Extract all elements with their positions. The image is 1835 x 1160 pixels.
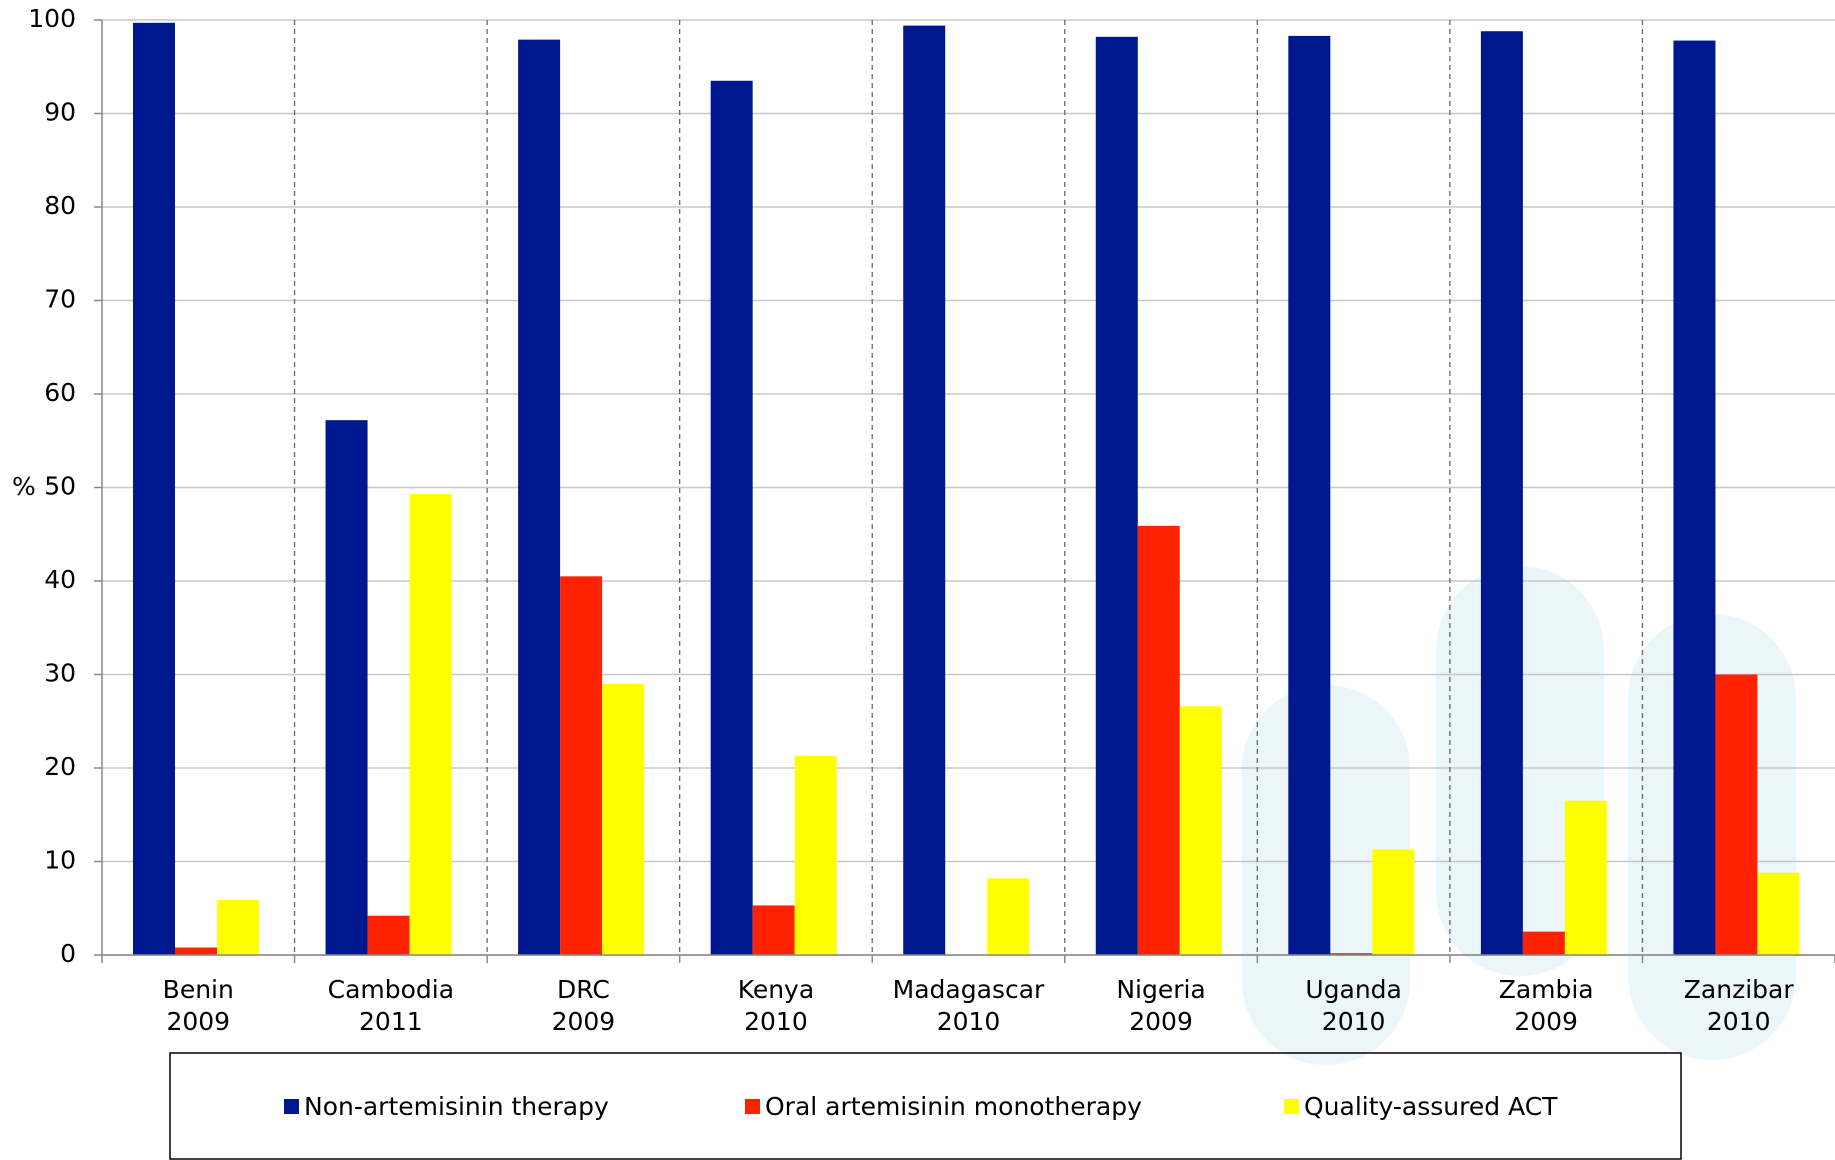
y-tick-label: 90 — [44, 98, 76, 127]
x-tick-label: Benin 2009 — [162, 975, 234, 1036]
bar — [518, 39, 561, 955]
bar — [175, 947, 217, 955]
bar — [903, 25, 946, 956]
bar — [1522, 931, 1565, 955]
x-tick-label: Nigeria 2009 — [1116, 975, 1206, 1036]
bar — [602, 683, 645, 955]
y-tick-label: 0 — [60, 939, 76, 968]
bar — [217, 899, 259, 955]
y-tick-label: 70 — [44, 285, 76, 314]
legend-box — [169, 1052, 1682, 1160]
legend-swatch — [745, 1099, 760, 1114]
bar — [325, 420, 368, 955]
legend-label: Oral artemisinin monotherapy — [765, 1092, 1142, 1121]
legend-label: Quality-assured ACT — [1304, 1092, 1558, 1121]
bar — [1757, 872, 1800, 955]
y-tick-label: 80 — [44, 191, 76, 220]
legend-label: Non-artemisinin therapy — [304, 1092, 609, 1121]
bar — [133, 22, 175, 956]
legend-swatch — [1284, 1099, 1299, 1114]
bar — [1564, 800, 1607, 955]
legend-swatch — [284, 1099, 299, 1114]
bar — [1137, 525, 1180, 955]
y-tick-label: 100 — [28, 4, 76, 33]
bar — [794, 755, 837, 955]
bar — [1330, 953, 1373, 955]
x-tick-label: Cambodia 2011 — [327, 975, 455, 1036]
x-tick-label: Kenya 2010 — [737, 975, 815, 1036]
x-tick-label: DRC 2009 — [551, 975, 616, 1036]
bar — [710, 80, 753, 955]
bar — [409, 494, 452, 955]
y-tick-label: 10 — [44, 846, 76, 875]
bar — [1715, 674, 1758, 955]
bar — [1480, 31, 1523, 956]
y-axis-label: % — [12, 472, 36, 501]
y-tick-label: 20 — [44, 752, 76, 781]
bar — [1673, 40, 1716, 955]
bar — [1288, 35, 1331, 955]
bar — [1372, 849, 1415, 955]
bar — [752, 905, 795, 955]
bar — [987, 878, 1030, 955]
bar — [1095, 36, 1138, 955]
y-tick-label: 30 — [44, 659, 76, 688]
y-tick-label: 40 — [44, 565, 76, 594]
y-tick-label: 60 — [44, 378, 76, 407]
y-tick-label: 50 — [44, 472, 76, 501]
x-tick-label: Zanzibar 2010 — [1683, 975, 1794, 1036]
bar — [1179, 706, 1222, 955]
bar — [367, 915, 410, 955]
x-tick-label: Uganda 2010 — [1305, 975, 1402, 1036]
x-tick-label: Madagascar 2010 — [892, 975, 1045, 1036]
x-tick-label: Zambia 2009 — [1498, 975, 1594, 1036]
bar — [560, 576, 603, 955]
